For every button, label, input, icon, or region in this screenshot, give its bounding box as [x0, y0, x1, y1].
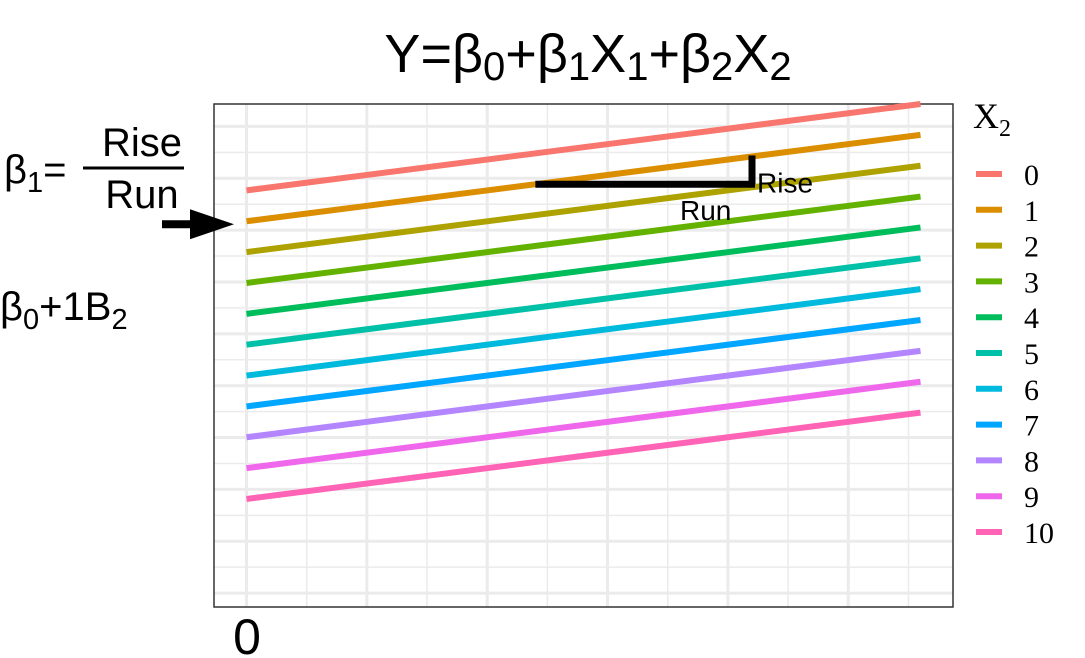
legend-label-6: 6	[1024, 374, 1039, 407]
rise-label: Rise	[757, 167, 813, 198]
beta1-numerator: Rise	[102, 121, 182, 165]
series-line-10	[246, 409, 921, 502]
legend-title: X2	[973, 96, 1011, 142]
legend-label-2: 2	[1024, 231, 1039, 264]
series-line-1	[246, 131, 921, 225]
series-lines	[246, 101, 921, 502]
beta1-denominator: Run	[105, 173, 178, 217]
legend-label-9: 9	[1024, 481, 1039, 514]
legend-label-5: 5	[1024, 338, 1039, 371]
beta1-annotation: β1= Rise Run	[4, 121, 184, 217]
intercept-annotation: β0+1B2	[0, 209, 234, 336]
plot-panel-border	[213, 103, 954, 608]
series-line-9	[246, 378, 921, 472]
series-line-4	[246, 224, 921, 317]
intercept-arrow-head	[190, 209, 234, 240]
series-line-2	[246, 162, 921, 256]
series-line-6	[246, 286, 921, 379]
legend-label-8: 8	[1024, 445, 1039, 478]
svg-text:β0+1B2: β0+1B2	[0, 285, 128, 336]
legend-label-10: 10	[1024, 517, 1054, 550]
series-line-3	[246, 193, 921, 286]
chart-title: Y=β0+β1X1+β2X2	[384, 24, 791, 89]
series-line-7	[246, 317, 921, 410]
legend-label-4: 4	[1024, 302, 1039, 335]
legend-label-1: 1	[1024, 195, 1039, 228]
svg-text:β1=: β1=	[4, 148, 67, 199]
slope-triangle: Rise Run	[535, 155, 813, 226]
run-label: Run	[680, 195, 731, 226]
legend-label-3: 3	[1024, 266, 1039, 299]
series-line-0	[246, 101, 921, 194]
x-tick-label: 0	[233, 609, 261, 658]
legend-label-7: 7	[1024, 410, 1039, 443]
series-line-8	[246, 347, 921, 441]
legend-label-0: 0	[1024, 159, 1039, 192]
series-line-5	[246, 255, 921, 348]
